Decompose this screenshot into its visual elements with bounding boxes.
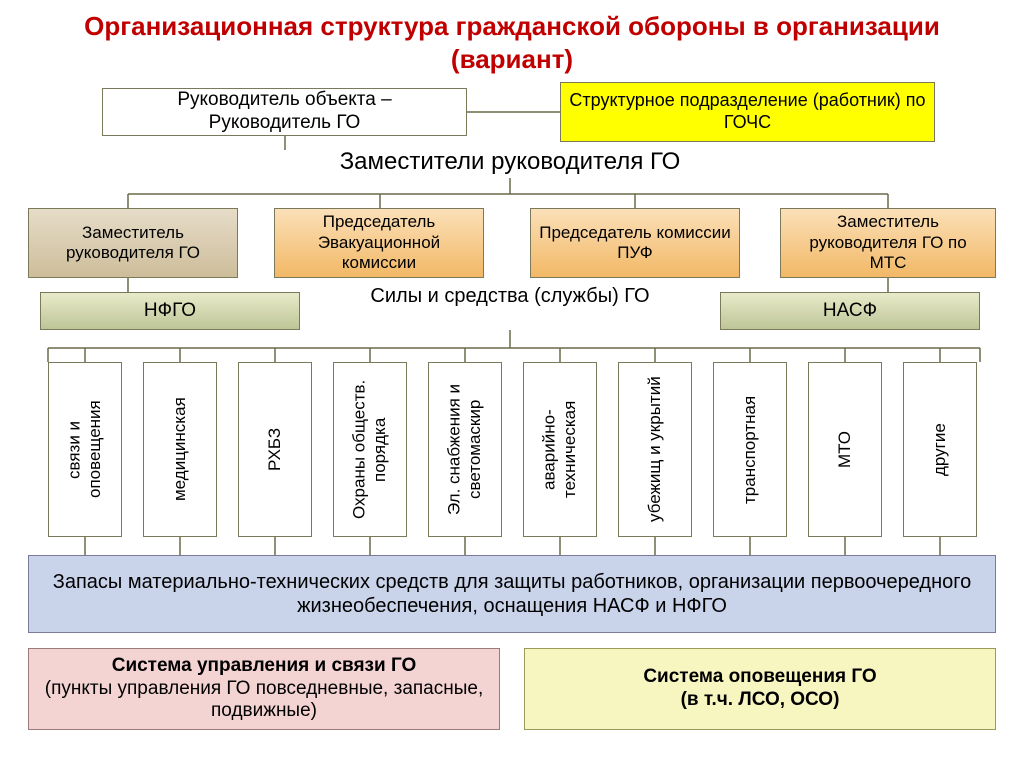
- service-3: РХБЗ: [238, 362, 312, 537]
- bottom-right-sub: (в т.ч. ЛСО, ОСО): [681, 689, 840, 712]
- box-deputy-2: Председатель Эвакуационной комиссии: [274, 208, 484, 278]
- service-5: Эл. снабжения и светомаскир: [428, 362, 502, 537]
- bottom-left-sub: (пункты управления ГО повседневные, запа…: [37, 678, 491, 724]
- service-2: медицинская: [143, 362, 217, 537]
- box-head: Руководитель объекта – Руководитель ГО: [102, 88, 467, 136]
- box-deputy-1: Заместитель руководителя ГО: [28, 208, 238, 278]
- bottom-right-title: Система оповещения ГО: [643, 666, 876, 689]
- box-bottom-right: Система оповещения ГО (в т.ч. ЛСО, ОСО): [524, 648, 996, 730]
- service-4: Охраны обществ. порядка: [333, 362, 407, 537]
- box-deputy-3: Председатель комиссии ПУФ: [530, 208, 740, 278]
- box-gochs: Структурное подразделение (работник) по …: [560, 82, 935, 142]
- box-deputy-4: Заместитель руководителя ГО по МТС: [780, 208, 996, 278]
- service-1: связи и оповещения: [48, 362, 122, 537]
- service-10: другие: [903, 362, 977, 537]
- service-9: МТО: [808, 362, 882, 537]
- box-reserves: Запасы материально-технических средств д…: [28, 555, 996, 633]
- service-8: транспортная: [713, 362, 787, 537]
- box-nfgo: НФГО: [40, 292, 300, 330]
- diagram-title: Организационная структура гражданской об…: [0, 0, 1024, 81]
- label-deputies: Заместители руководителя ГО: [260, 148, 760, 177]
- bottom-left-title: Система управления и связи ГО: [112, 655, 417, 678]
- box-bottom-left: Система управления и связи ГО (пункты уп…: [28, 648, 500, 730]
- service-7: убежищ и укрытий: [618, 362, 692, 537]
- box-nasf: НАСФ: [720, 292, 980, 330]
- label-forces: Силы и средства (службы) ГО: [360, 284, 660, 308]
- service-6: аварийно-техническая: [523, 362, 597, 537]
